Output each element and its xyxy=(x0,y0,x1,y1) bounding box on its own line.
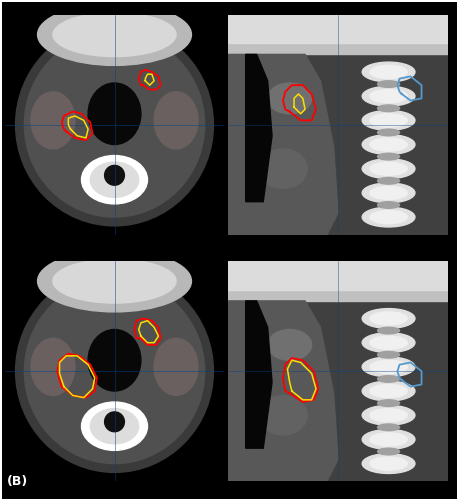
Ellipse shape xyxy=(267,330,311,360)
Ellipse shape xyxy=(370,408,407,422)
Ellipse shape xyxy=(88,330,141,391)
Ellipse shape xyxy=(24,279,205,464)
Ellipse shape xyxy=(38,250,191,312)
Ellipse shape xyxy=(377,400,399,406)
Ellipse shape xyxy=(370,457,407,470)
Ellipse shape xyxy=(362,183,415,203)
Polygon shape xyxy=(245,301,272,448)
Ellipse shape xyxy=(16,24,213,226)
Ellipse shape xyxy=(362,62,415,82)
Ellipse shape xyxy=(104,412,125,432)
Ellipse shape xyxy=(370,186,407,200)
Ellipse shape xyxy=(154,92,198,149)
Ellipse shape xyxy=(362,406,415,425)
Ellipse shape xyxy=(259,396,307,435)
Ellipse shape xyxy=(362,308,415,328)
Ellipse shape xyxy=(362,86,415,106)
Ellipse shape xyxy=(370,138,407,151)
Bar xyxy=(228,262,448,301)
Ellipse shape xyxy=(377,448,399,455)
Polygon shape xyxy=(228,54,338,234)
Ellipse shape xyxy=(377,105,399,112)
Text: (B): (B) xyxy=(7,474,28,488)
Ellipse shape xyxy=(370,433,407,446)
Ellipse shape xyxy=(154,338,198,396)
Ellipse shape xyxy=(377,328,399,334)
Ellipse shape xyxy=(377,376,399,382)
Ellipse shape xyxy=(377,154,399,160)
Ellipse shape xyxy=(38,4,191,66)
Ellipse shape xyxy=(370,66,407,78)
Polygon shape xyxy=(245,54,272,202)
Ellipse shape xyxy=(362,134,415,154)
Ellipse shape xyxy=(370,114,407,127)
Ellipse shape xyxy=(16,270,213,472)
Ellipse shape xyxy=(362,159,415,178)
Ellipse shape xyxy=(362,381,415,401)
Ellipse shape xyxy=(104,166,125,185)
Ellipse shape xyxy=(362,207,415,227)
Ellipse shape xyxy=(53,259,176,303)
Ellipse shape xyxy=(31,92,75,149)
Ellipse shape xyxy=(377,129,399,136)
Ellipse shape xyxy=(82,156,147,204)
Ellipse shape xyxy=(362,454,415,473)
Ellipse shape xyxy=(82,402,147,450)
Ellipse shape xyxy=(377,178,399,184)
Ellipse shape xyxy=(362,430,415,450)
Ellipse shape xyxy=(362,110,415,130)
Ellipse shape xyxy=(370,384,407,398)
Ellipse shape xyxy=(377,81,399,87)
Ellipse shape xyxy=(90,408,139,444)
Bar xyxy=(228,15,448,54)
Ellipse shape xyxy=(90,162,139,198)
Ellipse shape xyxy=(267,83,311,114)
Ellipse shape xyxy=(370,360,407,374)
Ellipse shape xyxy=(377,352,399,358)
Ellipse shape xyxy=(362,333,415,352)
Ellipse shape xyxy=(24,32,205,217)
Ellipse shape xyxy=(370,312,407,325)
Ellipse shape xyxy=(370,90,407,103)
Ellipse shape xyxy=(370,210,407,224)
Ellipse shape xyxy=(377,202,399,208)
Ellipse shape xyxy=(259,149,307,188)
Bar xyxy=(228,15,448,44)
Polygon shape xyxy=(228,301,338,481)
Ellipse shape xyxy=(370,336,407,349)
Ellipse shape xyxy=(31,338,75,396)
Ellipse shape xyxy=(370,162,407,175)
Ellipse shape xyxy=(362,357,415,376)
Ellipse shape xyxy=(53,12,176,56)
Ellipse shape xyxy=(88,83,141,144)
Ellipse shape xyxy=(377,424,399,430)
Bar xyxy=(228,262,448,290)
